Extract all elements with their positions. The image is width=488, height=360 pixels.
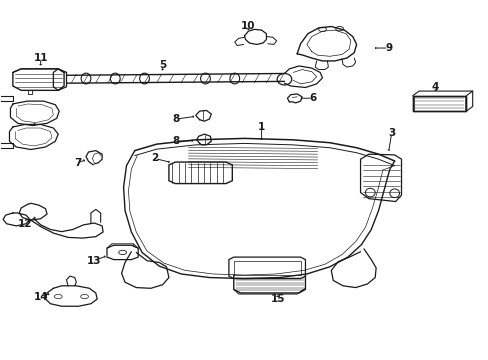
Text: 12: 12 [18, 219, 32, 229]
Text: 10: 10 [241, 21, 255, 31]
Text: 15: 15 [270, 294, 285, 304]
Polygon shape [107, 245, 138, 260]
Text: 13: 13 [87, 256, 102, 266]
Polygon shape [360, 154, 401, 202]
Text: 3: 3 [387, 128, 395, 138]
Polygon shape [228, 257, 305, 279]
Text: 6: 6 [308, 93, 316, 103]
Polygon shape [168, 162, 232, 184]
Text: 9: 9 [385, 43, 391, 53]
Text: 1: 1 [257, 122, 264, 132]
Text: 4: 4 [431, 82, 438, 92]
Text: 8: 8 [172, 136, 180, 146]
Polygon shape [412, 96, 466, 111]
Text: 14: 14 [33, 292, 48, 302]
Polygon shape [13, 69, 64, 90]
Text: 11: 11 [33, 53, 48, 63]
Text: 2: 2 [151, 153, 158, 163]
Text: 5: 5 [159, 60, 166, 70]
Text: 7: 7 [74, 158, 81, 168]
Text: 8: 8 [172, 114, 180, 124]
